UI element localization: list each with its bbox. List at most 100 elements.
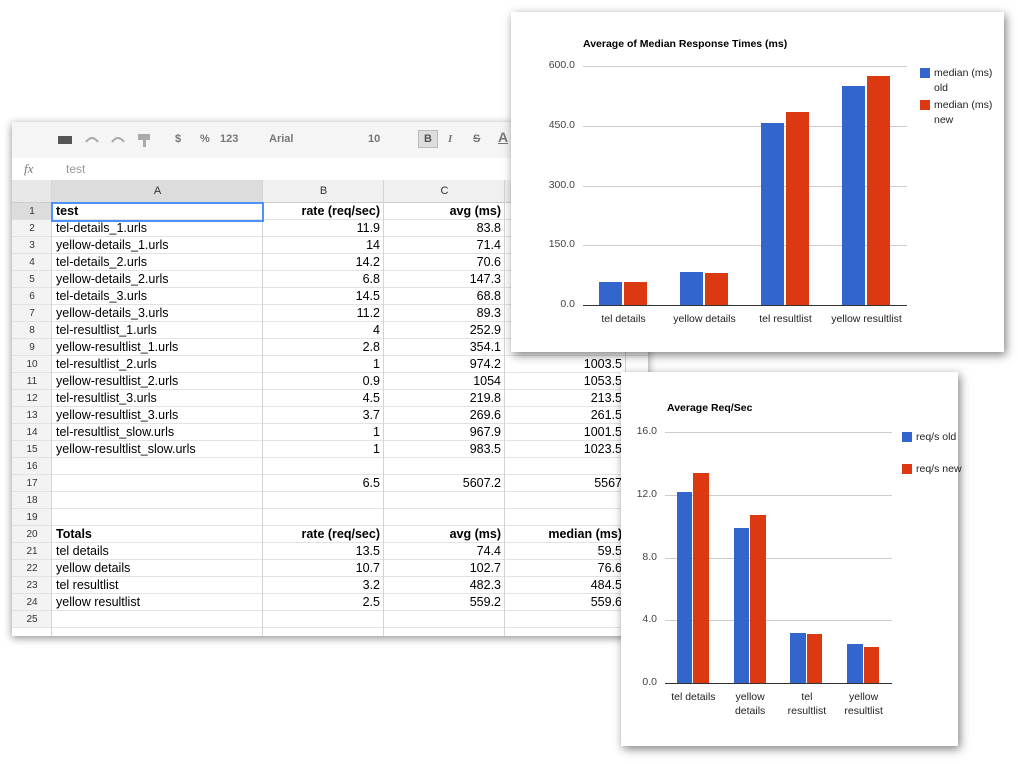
number-format-button[interactable]: 123 xyxy=(220,133,239,145)
cell[interactable]: yellow resultlist xyxy=(56,595,141,609)
font-select[interactable]: Arial xyxy=(269,133,294,145)
cell[interactable]: 1053.5 xyxy=(583,374,622,388)
cell[interactable]: 14.2 xyxy=(355,255,380,269)
cell[interactable]: 213.5 xyxy=(590,391,622,405)
gridline xyxy=(12,491,648,492)
cell[interactable]: rate (req/sec) xyxy=(301,527,380,541)
print-icon[interactable] xyxy=(58,136,72,144)
cell[interactable]: 5567 xyxy=(594,476,622,490)
cell[interactable]: 354.1 xyxy=(469,340,501,354)
cell[interactable]: yellow-resultlist_3.urls xyxy=(56,408,179,422)
cell[interactable]: 83.8 xyxy=(476,221,501,235)
cell[interactable]: tel-details_3.urls xyxy=(56,289,148,303)
cell[interactable]: 4 xyxy=(373,323,380,337)
cell[interactable]: 5607.2 xyxy=(462,476,501,490)
undo-icon[interactable] xyxy=(85,137,99,143)
cell[interactable]: tel-details_2.urls xyxy=(56,255,148,269)
cell[interactable]: 3.2 xyxy=(362,578,380,592)
gridline xyxy=(383,180,384,636)
cell[interactable]: 11.2 xyxy=(356,306,380,320)
cell[interactable]: tel-resultlist_1.urls xyxy=(56,323,157,337)
cell[interactable]: 1023.5 xyxy=(583,442,622,456)
cell[interactable]: 1003.5 xyxy=(583,357,622,371)
cell[interactable]: yellow-details_3.urls xyxy=(56,306,169,320)
cell[interactable]: 269.6 xyxy=(469,408,501,422)
cell[interactable]: 14.5 xyxy=(355,289,380,303)
cell[interactable]: 71.4 xyxy=(476,238,501,252)
cell[interactable]: 76.6 xyxy=(597,561,622,575)
cell[interactable]: tel-resultlist_slow.urls xyxy=(56,425,175,439)
cell[interactable]: yellow-resultlist_2.urls xyxy=(56,374,179,388)
cell[interactable]: 482.3 xyxy=(469,578,501,592)
cell[interactable]: 4.5 xyxy=(362,391,380,405)
gridline xyxy=(12,321,648,322)
cell[interactable]: 6.5 xyxy=(362,476,380,490)
cell[interactable]: yellow-resultlist_1.urls xyxy=(56,340,179,354)
cell[interactable]: avg (ms) xyxy=(449,527,501,541)
cell[interactable]: 484.5 xyxy=(590,578,622,592)
percent-button[interactable]: % xyxy=(200,133,210,145)
cell[interactable]: tel details xyxy=(56,544,109,558)
y-tick-label: 450.0 xyxy=(548,118,575,131)
currency-button[interactable]: $ xyxy=(175,133,182,145)
cell[interactable]: 13.5 xyxy=(355,544,380,558)
cell[interactable]: 3.7 xyxy=(362,408,380,422)
cell[interactable]: 559.6 xyxy=(590,595,622,609)
cell[interactable]: 219.8 xyxy=(469,391,501,405)
formula-label: fx xyxy=(24,161,34,176)
cell[interactable]: 1001.5 xyxy=(583,425,622,439)
text-color-button[interactable]: A xyxy=(498,129,509,145)
cell[interactable]: 6.8 xyxy=(362,272,380,286)
cell[interactable]: 252.9 xyxy=(469,323,501,337)
cell[interactable]: tel-details_1.urls xyxy=(56,221,148,235)
cell[interactable]: 102.7 xyxy=(469,561,501,575)
cell[interactable]: 70.6 xyxy=(476,255,501,269)
cell[interactable]: tel-resultlist_3.urls xyxy=(56,391,157,405)
formula-value[interactable]: test xyxy=(66,162,86,176)
cell[interactable]: 559.2 xyxy=(469,595,501,609)
cell[interactable]: tel-resultlist_2.urls xyxy=(56,357,157,371)
cell[interactable]: 1 xyxy=(373,357,380,371)
grid-line xyxy=(665,432,892,433)
cell[interactable]: 1054 xyxy=(473,374,501,388)
paint-format-icon[interactable] xyxy=(138,134,150,140)
legend-label: median (ms) old xyxy=(934,67,993,94)
bold-button[interactable]: B xyxy=(418,130,438,148)
cell[interactable]: 0.9 xyxy=(362,374,380,388)
cell[interactable]: 74.4 xyxy=(476,544,501,558)
cell[interactable]: 1 xyxy=(373,425,380,439)
cell[interactable]: 59.5 xyxy=(597,544,622,558)
strike-button[interactable]: S xyxy=(473,133,481,145)
cell[interactable]: yellow-details_1.urls xyxy=(56,238,169,252)
cell[interactable]: Totals xyxy=(56,527,92,541)
cell[interactable]: 974.2 xyxy=(469,357,501,371)
redo-icon[interactable] xyxy=(111,137,125,143)
cell[interactable]: median (ms) xyxy=(548,527,622,541)
font-size-select[interactable]: 10 xyxy=(368,133,381,145)
cell[interactable]: avg (ms) xyxy=(449,204,501,218)
gridline xyxy=(12,236,648,237)
cell[interactable]: yellow details xyxy=(56,561,131,575)
bar xyxy=(623,282,647,305)
cell[interactable]: 89.3 xyxy=(476,306,501,320)
row-number: 20 xyxy=(12,526,52,543)
cell[interactable]: test xyxy=(56,204,79,218)
y-tick-label: 4.0 xyxy=(642,613,657,626)
cell[interactable]: rate (req/sec) xyxy=(301,204,380,218)
cell[interactable]: 261.5 xyxy=(590,408,622,422)
cell[interactable]: yellow-resultlist_slow.urls xyxy=(56,442,196,456)
cell[interactable]: 1 xyxy=(373,442,380,456)
italic-button[interactable]: I xyxy=(448,133,453,145)
cell[interactable]: 11.9 xyxy=(356,221,380,235)
cell[interactable]: 14 xyxy=(366,238,380,252)
cell[interactable]: tel resultlist xyxy=(56,578,119,592)
cell[interactable]: 147.3 xyxy=(469,272,501,286)
cell[interactable]: 2.8 xyxy=(362,340,380,354)
cell[interactable]: 967.9 xyxy=(469,425,501,439)
cell[interactable]: 10.7 xyxy=(355,561,380,575)
cell[interactable]: 2.5 xyxy=(362,595,380,609)
cell[interactable]: yellow-details_2.urls xyxy=(56,272,169,286)
cell[interactable]: 68.8 xyxy=(476,289,501,303)
cell[interactable]: 983.5 xyxy=(469,442,501,456)
row-number: 5 xyxy=(12,271,52,288)
